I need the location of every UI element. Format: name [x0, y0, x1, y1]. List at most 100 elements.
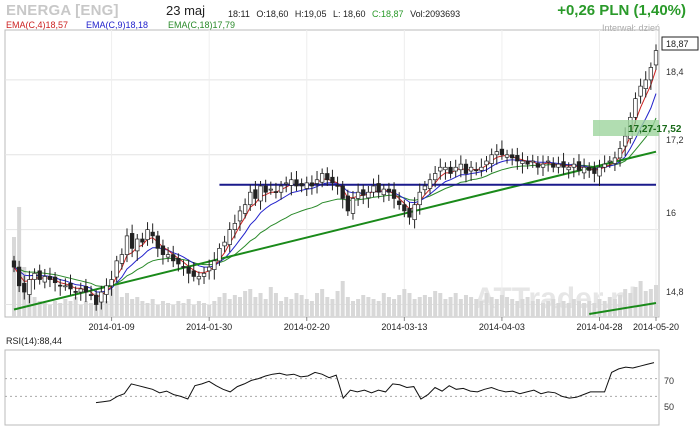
- ohlc-readout: 18:11 O:18,60 H:19,05 L: 18,60 C:18,87 V…: [228, 9, 464, 19]
- candle-body: [494, 151, 499, 156]
- quote-time: 18:11: [228, 9, 250, 19]
- volume-bar: [402, 289, 407, 317]
- candle-body: [191, 270, 196, 277]
- volume-bar: [551, 299, 556, 317]
- candle-body: [119, 254, 125, 264]
- volume-bar: [474, 299, 479, 317]
- volume-bar: [53, 301, 58, 317]
- candle-body: [135, 238, 140, 252]
- candle-body: [402, 204, 407, 212]
- volume-bar: [556, 303, 561, 317]
- candle-body: [124, 235, 130, 255]
- volume-bar: [186, 299, 191, 317]
- candle-body: [386, 188, 392, 193]
- candle-body: [479, 166, 484, 171]
- volume-bar: [109, 289, 114, 317]
- volume-bar: [73, 297, 78, 317]
- candle-body: [268, 188, 273, 191]
- candle-body: [232, 223, 237, 231]
- candle-body: [299, 183, 304, 187]
- volume-bar: [654, 285, 658, 317]
- candle-body: [304, 182, 309, 189]
- candle-body: [160, 245, 166, 255]
- volume-bar: [417, 297, 422, 317]
- volume-bar: [166, 303, 171, 317]
- candle-body: [535, 163, 541, 168]
- candle-body: [617, 148, 623, 159]
- candle-body: [309, 182, 315, 187]
- date-tick-label: 2014-05-20: [633, 322, 679, 332]
- candle-body: [263, 185, 268, 193]
- volume-bar: [469, 297, 474, 317]
- chart-header: ENERGA [ENG] 23 maj 18:11 O:18,60 H:19,0…: [0, 0, 700, 22]
- volume-bar: [366, 297, 371, 317]
- candle-body: [114, 260, 119, 278]
- candle-body: [545, 160, 551, 163]
- candle-body: [42, 276, 47, 283]
- rsi-panel-frame: [4, 349, 660, 426]
- price-tick: 16: [666, 208, 676, 218]
- volume-bar: [294, 293, 299, 317]
- volume-bar: [412, 299, 417, 317]
- candle-body: [16, 266, 22, 287]
- candle-body: [525, 160, 530, 165]
- candle-body: [196, 276, 202, 280]
- candle-body: [171, 254, 176, 262]
- candle-body: [32, 272, 37, 280]
- candle-body: [109, 279, 114, 287]
- candle-body: [22, 282, 27, 293]
- candle-body: [155, 235, 160, 249]
- ema9-legend: EMA(C,9)18,18: [86, 20, 149, 30]
- candle-body: [366, 191, 371, 199]
- band-label: 17,27-17,52: [593, 120, 682, 136]
- volume-bar: [618, 295, 623, 317]
- volume-bar: [458, 299, 463, 317]
- volume-bar: [392, 299, 397, 317]
- rsi-line: [5, 362, 659, 404]
- candle-body: [145, 229, 150, 240]
- price-tick: 17,2: [666, 135, 684, 145]
- candle-body: [335, 185, 340, 187]
- candle-body: [597, 166, 602, 177]
- candle-body: [417, 191, 422, 206]
- volume-bar: [130, 299, 135, 317]
- volume-bar: [484, 293, 489, 317]
- volume-bar: [83, 301, 88, 317]
- volume-bar: [63, 299, 68, 317]
- candle-body: [433, 173, 438, 181]
- volume-bar: [309, 301, 314, 317]
- volume-bar: [78, 305, 83, 317]
- volume-bar: [119, 297, 124, 317]
- instrument-title[interactable]: ENERGA [ENG]: [6, 2, 119, 19]
- volume-bar: [361, 295, 366, 317]
- candle-body: [412, 204, 417, 221]
- volume-bar: [58, 303, 63, 317]
- candle-body: [52, 276, 58, 284]
- candle-body: [561, 161, 566, 168]
- rsi-tick: 70: [664, 376, 674, 386]
- volume-bar: [299, 295, 304, 317]
- band-label-bg: [593, 120, 659, 136]
- candle-body: [633, 98, 638, 118]
- volume-bar: [212, 301, 217, 317]
- volume-bar: [428, 297, 433, 317]
- band-label-text: 17,27-17,52: [628, 124, 682, 135]
- date-tick-label: 2014-04-28: [576, 322, 622, 332]
- candle-body: [551, 163, 556, 168]
- last-price-marker: 18,87: [661, 36, 699, 51]
- candle-body: [63, 285, 68, 288]
- volume-bar: [124, 293, 129, 317]
- candle-body: [623, 135, 628, 147]
- price-tick: 18,4: [666, 67, 684, 77]
- candle-body: [571, 163, 576, 168]
- candle-body: [325, 173, 330, 181]
- volume-bar: [68, 301, 73, 317]
- candle-body: [258, 185, 263, 202]
- candle-body: [320, 173, 325, 183]
- candle-body: [294, 179, 299, 187]
- volume-bar: [207, 305, 212, 317]
- date-axis: 2014-01-09 2014-01-30 2014-02-20 2014-03-13…: [89, 317, 679, 332]
- candle-body: [83, 286, 89, 293]
- quote-date: 23 maj: [166, 3, 206, 18]
